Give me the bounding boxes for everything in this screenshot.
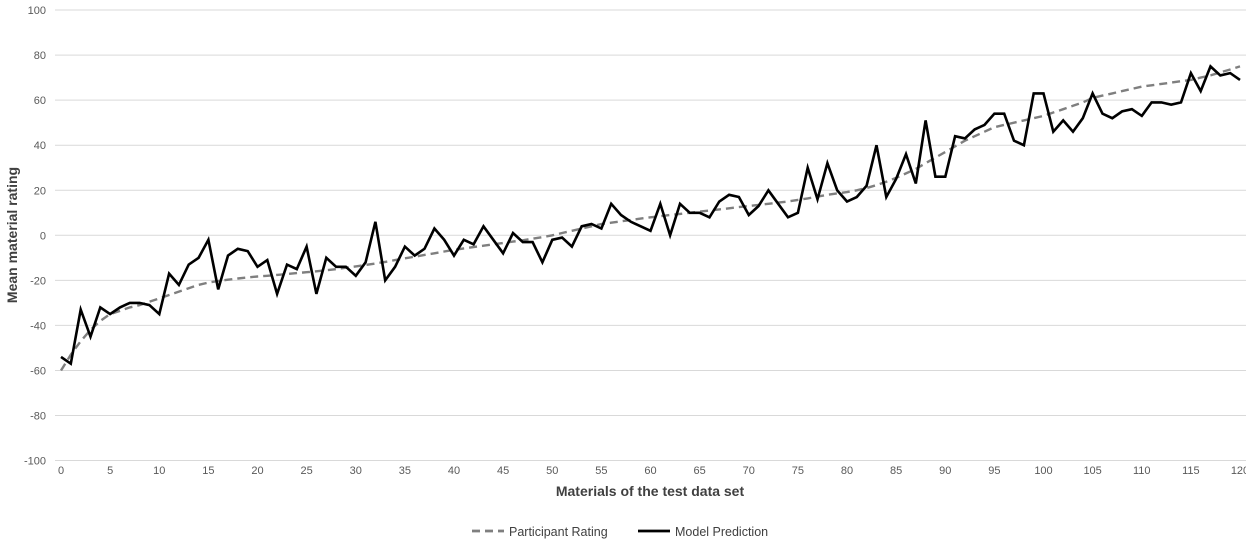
x-tick-label: 115 <box>1182 465 1200 477</box>
y-tick-label: -80 <box>30 411 46 423</box>
participant-rating-line <box>59 65 1241 372</box>
y-axis-title: Mean material rating <box>4 167 20 303</box>
x-tick-label: 15 <box>202 465 214 477</box>
x-axis-title: Materials of the test data set <box>556 483 745 499</box>
y-tick-label: 0 <box>40 230 46 242</box>
y-tick-label: -40 <box>30 320 46 332</box>
x-tick-label: 30 <box>350 465 362 477</box>
x-tick-label: 40 <box>448 465 460 477</box>
x-tick-label: 5 <box>107 465 113 477</box>
x-tick-label: 100 <box>1034 465 1052 477</box>
x-tick-label: 45 <box>497 465 509 477</box>
x-tick-label: 80 <box>841 465 853 477</box>
x-tick-label: 105 <box>1083 465 1101 477</box>
x-tick-label: 120 <box>1231 465 1246 477</box>
x-axis-tick-labels: 0 5 10 15 20 25 30 35 40 45 50 55 60 65 70 75 80 85 90 95 10… <box>58 465 1246 477</box>
x-tick-label: 85 <box>890 465 902 477</box>
x-tick-label: 50 <box>546 465 558 477</box>
y-tick-label: 60 <box>34 95 46 107</box>
x-tick-label: 90 <box>939 465 951 477</box>
y-tick-label: -60 <box>30 365 46 377</box>
x-tick-label: 35 <box>399 465 411 477</box>
gridlines <box>55 9 1246 462</box>
x-tick-label: 95 <box>988 465 1000 477</box>
x-tick-label: 10 <box>153 465 165 477</box>
x-tick-label: 65 <box>694 465 706 477</box>
participant-rating-legend-label: Participant Rating <box>509 525 608 539</box>
y-tick-label: 80 <box>34 50 46 62</box>
x-tick-label: 75 <box>792 465 804 477</box>
y-tick-label: -20 <box>30 275 46 287</box>
x-tick-label: 70 <box>743 465 755 477</box>
x-tick-label: 110 <box>1133 465 1151 477</box>
x-tick-label: 60 <box>644 465 656 477</box>
legend: Participant Rating Model Prediction <box>472 525 768 539</box>
y-axis-tick-labels: 100 80 60 40 20 0 -20 -40 -60 -80 -100 <box>24 5 46 468</box>
y-tick-label: 40 <box>34 140 46 152</box>
model-prediction-line <box>60 64 1241 366</box>
y-tick-label: 100 <box>28 5 46 17</box>
model-prediction-legend-label: Model Prediction <box>675 525 768 539</box>
y-tick-label: -100 <box>24 456 46 468</box>
x-tick-label: 0 <box>58 465 64 477</box>
x-tick-label: 25 <box>301 465 313 477</box>
y-tick-label: 20 <box>34 185 46 197</box>
x-tick-label: 55 <box>595 465 607 477</box>
x-tick-label: 20 <box>251 465 263 477</box>
